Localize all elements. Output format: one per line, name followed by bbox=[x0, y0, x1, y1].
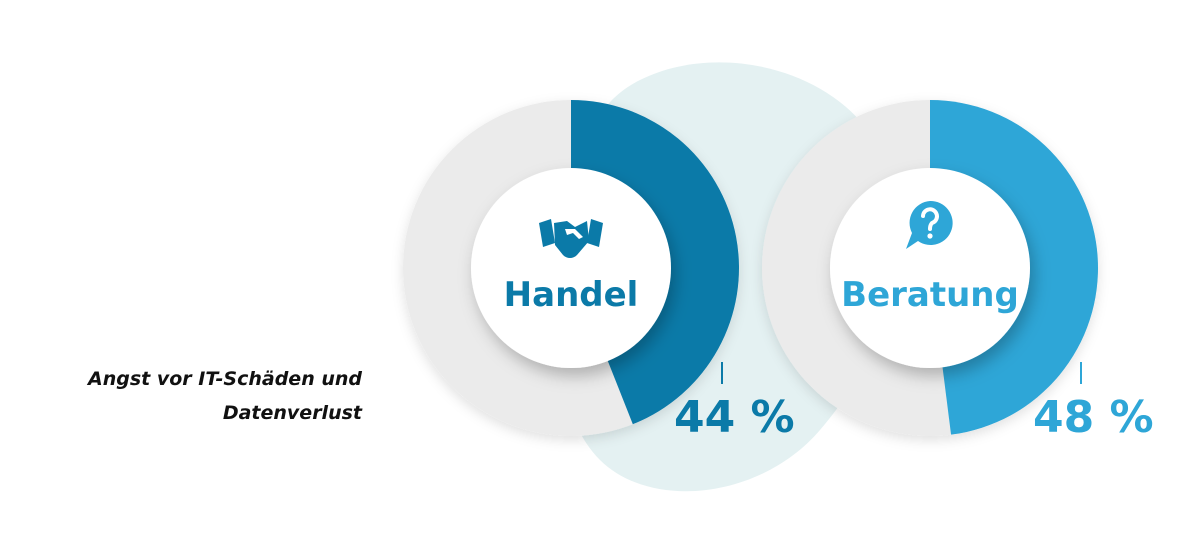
icon-shape bbox=[539, 219, 555, 247]
chart-title: Beratung bbox=[841, 275, 1019, 315]
icon-shape bbox=[921, 207, 939, 231]
icon-shape bbox=[554, 221, 589, 258]
handshake-icon bbox=[539, 219, 603, 258]
chart-title: Handel bbox=[504, 275, 639, 315]
icon-shape bbox=[565, 229, 583, 239]
icon-shape bbox=[927, 233, 933, 239]
value-label: 48 % bbox=[1033, 392, 1154, 443]
question-icon bbox=[906, 200, 953, 249]
donut-hole bbox=[830, 168, 1030, 368]
icon-shape bbox=[587, 219, 603, 247]
caption: Angst vor IT-Schäden und Datenverlust bbox=[88, 368, 362, 424]
value-label: 44 % bbox=[674, 392, 795, 443]
donut-hole bbox=[471, 168, 671, 368]
